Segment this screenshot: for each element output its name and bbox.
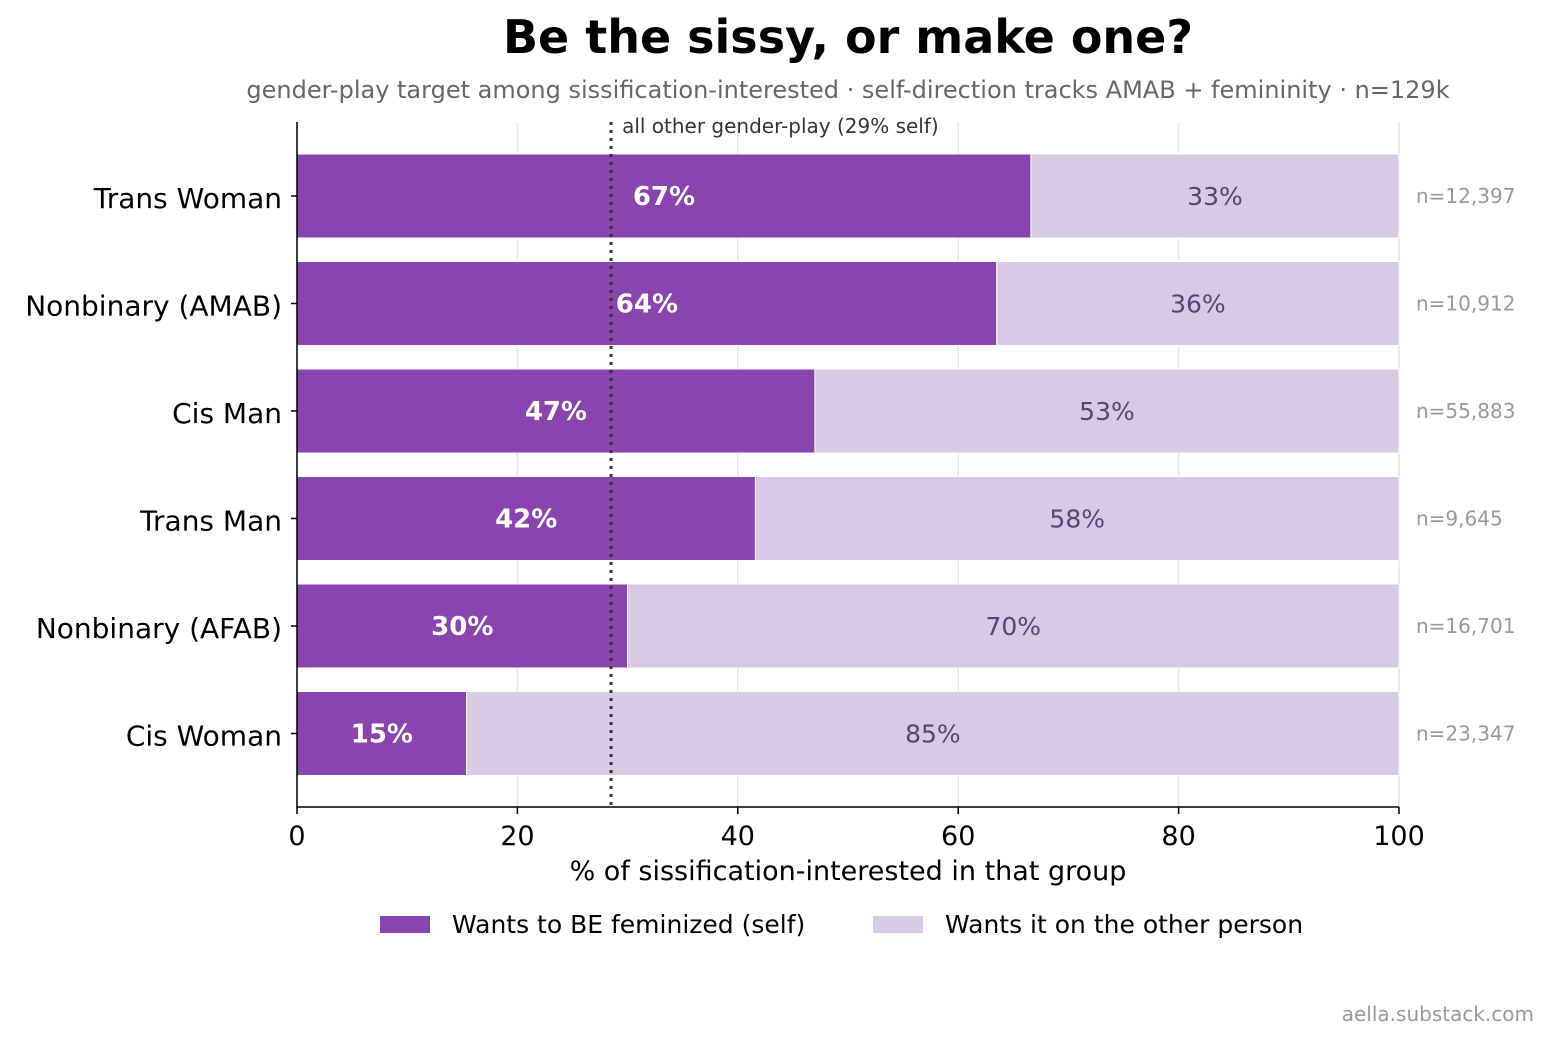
n-label-1: n=10,912	[1416, 292, 1515, 316]
data-label-self-0: 67%	[633, 182, 695, 212]
legend-swatch-other	[873, 916, 923, 933]
data-label-other-5: 85%	[905, 720, 961, 749]
bar-self-5	[296, 691, 468, 776]
data-label-self-1: 64%	[616, 290, 678, 320]
bar-other-5	[466, 691, 1400, 776]
data-label-other-1: 36%	[1170, 290, 1226, 319]
x-tick-label-60: 60	[941, 821, 975, 852]
data-label-self-5: 15%	[351, 720, 413, 750]
legend-label-other: Wants it on the other person	[945, 910, 1303, 939]
reference-line-group: all other gender-play (29% self)	[609, 114, 939, 807]
data-label-other-2: 53%	[1079, 397, 1135, 426]
data-label-other-3: 58%	[1049, 505, 1105, 534]
x-tick-label-0: 0	[288, 821, 305, 852]
data-label-self-3: 42%	[495, 505, 557, 535]
x-tick-label-20: 20	[500, 821, 534, 852]
n-label-0: n=12,397	[1416, 184, 1515, 208]
data-label-self-4: 30%	[431, 612, 493, 642]
legend: Wants to BE feminized (self) Wants it on…	[380, 910, 1303, 939]
category-label-3: Trans Man	[139, 505, 282, 538]
bars	[296, 153, 1400, 776]
bar-self-3	[296, 476, 756, 561]
bar-self-4	[296, 583, 629, 669]
n-label-5: n=23,347	[1416, 722, 1515, 746]
data-label-other-0: 33%	[1187, 182, 1243, 211]
bar-self-0	[296, 153, 1032, 239]
chart-title: Be the sissy, or make one?	[503, 10, 1193, 64]
data-label-other-4: 70%	[986, 612, 1042, 641]
x-axis-label: % of sissification-interested in that gr…	[570, 856, 1127, 887]
data-label-self-2: 47%	[525, 397, 587, 427]
bar-self-2	[296, 368, 816, 454]
category-label-1: Nonbinary (AMAB)	[25, 290, 282, 323]
x-tick-label-100: 100	[1373, 821, 1425, 852]
bar-self-1	[296, 261, 998, 346]
bar-other-3	[754, 476, 1400, 561]
reference-line-label: all other gender-play (29% self)	[622, 114, 939, 138]
bar-other-1	[996, 261, 1400, 346]
x-tick-label-40: 40	[721, 821, 755, 852]
legend-label-self: Wants to BE feminized (self)	[452, 910, 805, 939]
x-tick-label-80: 80	[1161, 821, 1195, 852]
credit: aella.substack.com	[1342, 1002, 1534, 1026]
category-label-5: Cis Woman	[126, 720, 282, 753]
legend-swatch-self	[380, 916, 430, 933]
data-labels: 67% 33% n=12,397 Trans Woman 64% 36% n=10,912 N…	[25, 182, 1515, 753]
n-label-3: n=9,645	[1416, 507, 1503, 531]
n-label-2: n=55,883	[1416, 399, 1515, 423]
axes: 0 20 40 60 80 100	[288, 122, 1425, 852]
bar-other-4	[627, 583, 1400, 669]
category-label-0: Trans Woman	[93, 182, 282, 215]
category-label-2: Cis Man	[172, 397, 282, 430]
n-label-4: n=16,701	[1416, 614, 1515, 638]
chart-subtitle: gender-play target among sissification-i…	[246, 76, 1449, 104]
bar-other-0	[1030, 153, 1400, 239]
category-label-4: Nonbinary (AFAB)	[36, 612, 282, 645]
bar-other-2	[814, 368, 1400, 454]
